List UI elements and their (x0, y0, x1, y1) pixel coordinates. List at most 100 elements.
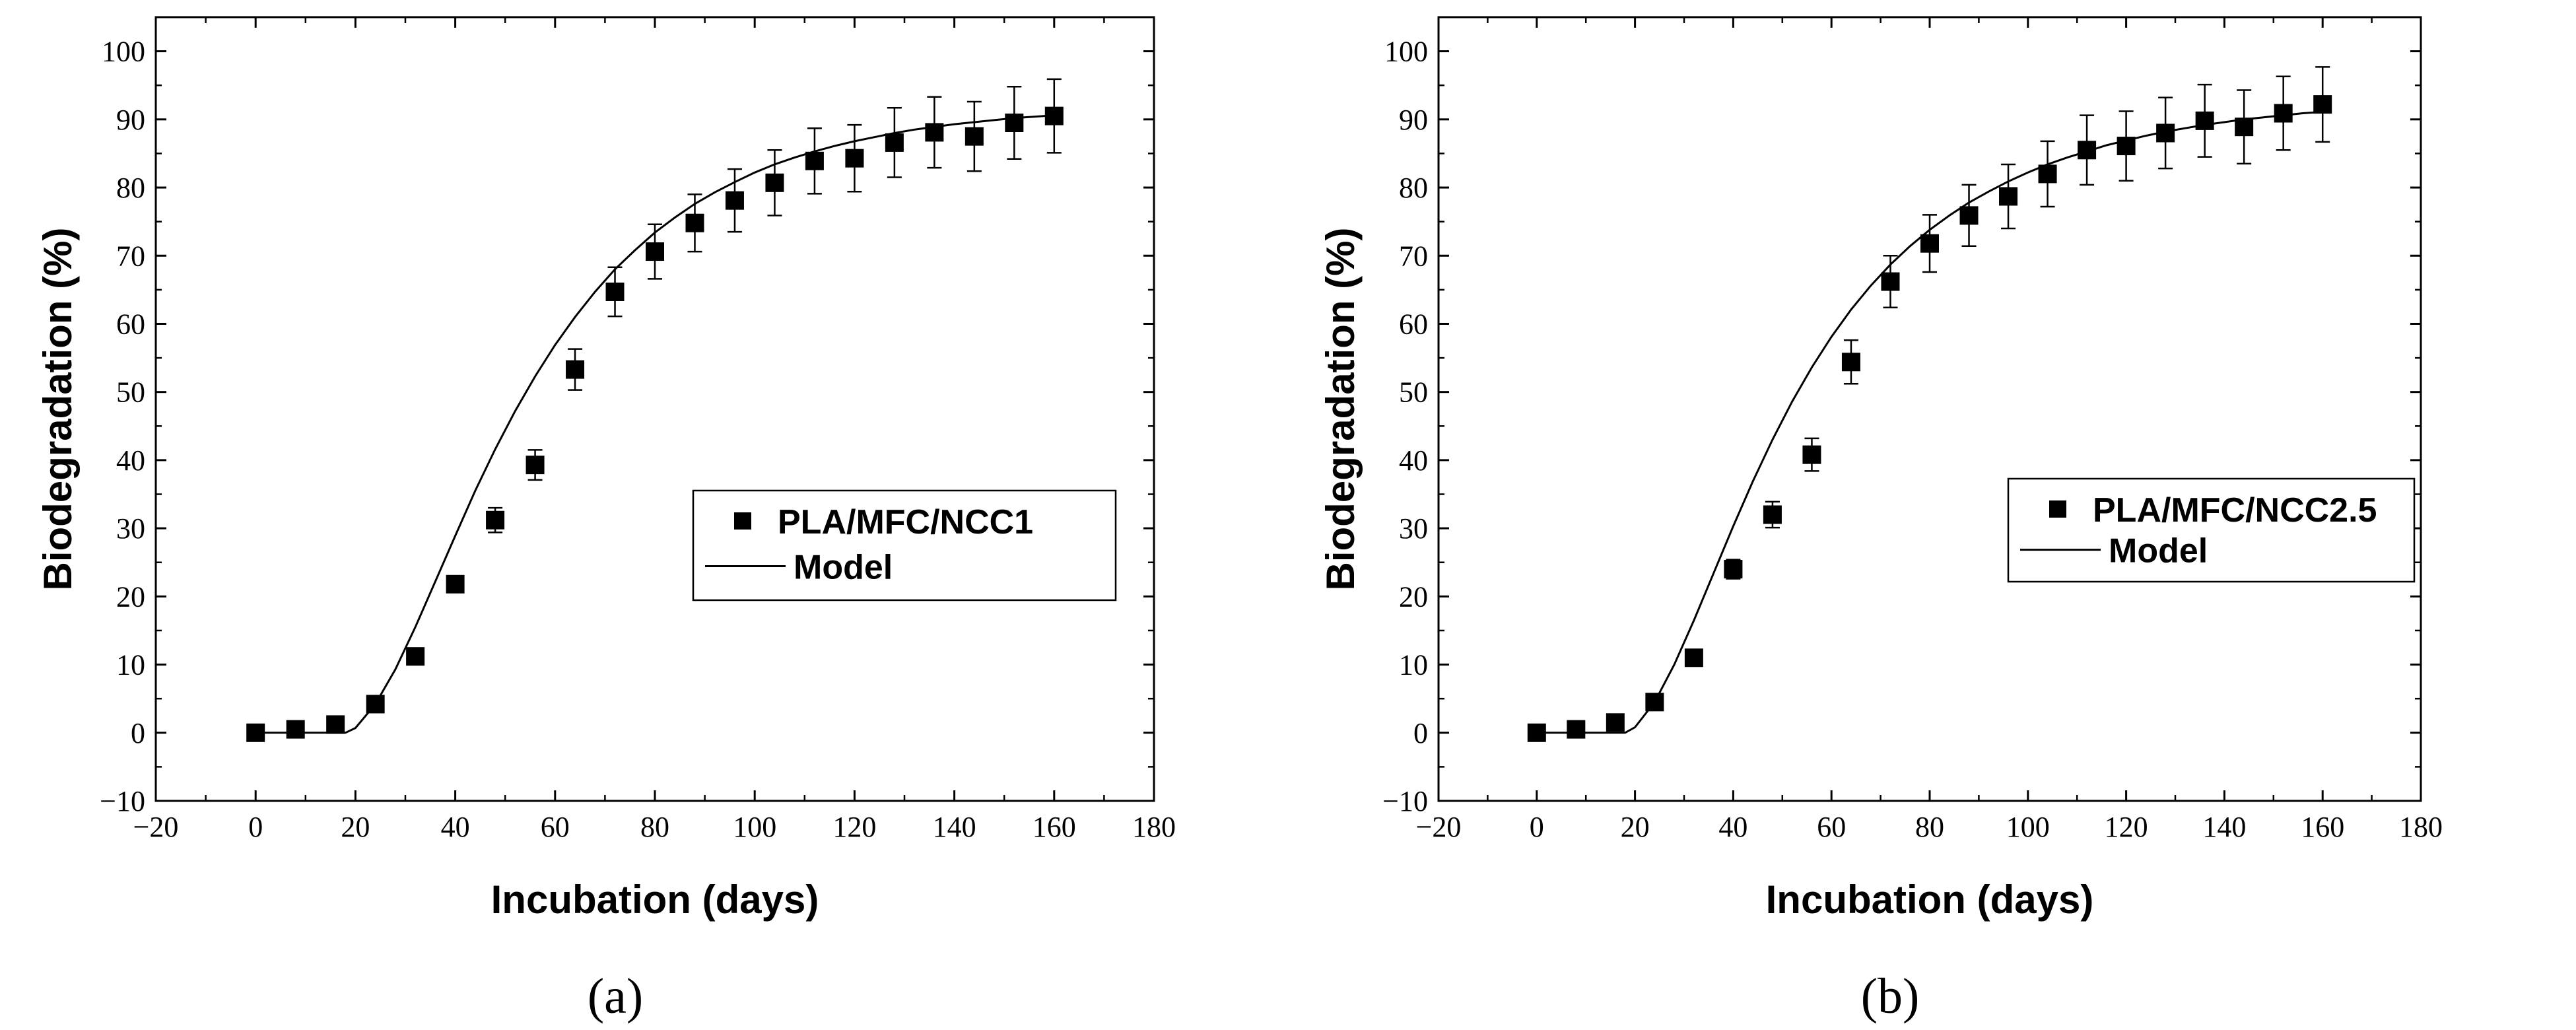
y-tick-label: 60 (116, 308, 145, 340)
chart-panel-a: −20 0 20 40 60 80 100 120 140 160 180 −10 0 10 20 30 40 5… (36, 16, 1176, 1024)
data-point (525, 456, 545, 475)
data-point (965, 127, 984, 146)
x-tick-label: 40 (441, 811, 470, 843)
data-point (925, 123, 944, 142)
y-tick-label: 30 (116, 512, 145, 545)
y-tick-label: 100 (102, 36, 145, 68)
x-tick-label: 40 (1718, 811, 1747, 843)
y-tick-label: 10 (116, 649, 145, 681)
legend-box (692, 489, 1117, 601)
y-tick-label: −10 (100, 785, 145, 817)
data-point (486, 510, 505, 530)
x-tick-label: 80 (640, 811, 669, 843)
data-point (2235, 118, 2254, 137)
y-axis-title: Biodegradation (%) (1318, 228, 1363, 591)
y-tick-label: 100 (1384, 36, 1428, 68)
data-point (1881, 272, 1900, 291)
data-point (2274, 104, 2293, 123)
legend-marker-square (2049, 500, 2066, 518)
data-point (1841, 353, 1860, 372)
data-point (2117, 137, 2136, 156)
data-point (1606, 713, 1625, 732)
data-point (246, 723, 265, 742)
data-point (2038, 164, 2057, 184)
legend-marker-square (734, 512, 751, 530)
y-tick-label: 40 (1399, 444, 1428, 477)
data-point (1527, 723, 1546, 742)
y-tick-label: −10 (1382, 785, 1428, 817)
y-tick-label: 10 (1399, 649, 1428, 681)
model-line (255, 114, 1054, 734)
x-tick-label: −20 (133, 811, 179, 843)
y-tick-label: 40 (116, 444, 145, 477)
x-tick-label: 80 (1915, 811, 1944, 843)
plot-frame (1437, 16, 2422, 802)
data-point (725, 191, 744, 210)
x-axis-title: Incubation (days) (491, 877, 819, 922)
y-tick-label: 50 (116, 376, 145, 409)
x-axis-title: Incubation (days) (1766, 877, 2094, 922)
data-point (1044, 106, 1064, 125)
data-point (406, 647, 425, 666)
data-point (366, 695, 385, 714)
data-point (1920, 234, 1939, 253)
data-point (566, 360, 585, 379)
y-tick-label: 70 (116, 240, 145, 272)
data-point (286, 720, 305, 739)
x-tick-label: 0 (248, 811, 263, 843)
data-point (885, 133, 904, 152)
x-tick-label: 100 (2006, 811, 2050, 843)
x-tick-label: 100 (733, 811, 776, 843)
chart-panel-b: −20 0 20 40 60 80 100 120 140 160 180 −10 0 10 20 30 40 5… (1288, 0, 2576, 1030)
data-point (2313, 95, 2332, 114)
data-point (326, 715, 345, 734)
y-tick-label: 80 (116, 172, 145, 204)
data-point (805, 151, 824, 170)
y-tick-label: 0 (131, 717, 145, 749)
data-point (2156, 123, 2175, 143)
y-tick-label: 70 (1399, 240, 1428, 272)
x-tick-label: −20 (1416, 811, 1462, 843)
legend-label-model: Model (2109, 532, 2208, 570)
panel-caption: (a) (588, 969, 643, 1024)
y-tick-label: 60 (1399, 308, 1428, 340)
data-point (765, 173, 784, 192)
data-point (1567, 720, 1586, 739)
chart-a-svg: −20 0 20 40 60 80 100 120 140 160 180 −10 0 10 20 30 40 5… (36, 16, 1176, 1024)
legend-label-series: PLA/MFC/NCC1 (778, 503, 1033, 541)
data-point (685, 213, 704, 232)
x-tick-label: 180 (2399, 811, 2443, 843)
data-point (1684, 648, 1703, 668)
x-tick-label: 140 (933, 811, 976, 843)
x-tick-label: 60 (1817, 811, 1846, 843)
model-line (1536, 111, 2323, 734)
y-tick-label: 90 (1399, 104, 1428, 136)
data-point (1999, 187, 2018, 206)
x-tick-label: 160 (2301, 811, 2344, 843)
legend-box (2007, 477, 2416, 583)
panel-caption: (b) (1861, 969, 1920, 1024)
data-point (1763, 505, 1782, 524)
y-tick-label: 0 (1413, 717, 1428, 749)
data-point (1005, 113, 1024, 132)
x-tick-label: 20 (341, 811, 370, 843)
y-tick-label: 30 (1399, 512, 1428, 545)
y-tick-label: 90 (116, 104, 145, 136)
x-tick-label: 20 (1621, 811, 1650, 843)
data-point (2195, 111, 2214, 130)
data-point (1724, 560, 1743, 579)
y-tick-label: 20 (116, 580, 145, 613)
y-tick-label: 50 (1399, 376, 1428, 409)
plot-frame (154, 16, 1155, 802)
x-tick-label: 140 (2202, 811, 2246, 843)
data-point (446, 574, 465, 594)
x-tick-label: 120 (832, 811, 876, 843)
x-tick-label: 180 (1132, 811, 1176, 843)
chart-b-svg: −20 0 20 40 60 80 100 120 140 160 180 −10 0 10 20 30 40 5… (1318, 16, 2443, 1024)
x-tick-label: 160 (1033, 811, 1076, 843)
data-point (1959, 206, 1979, 225)
data-point (1802, 445, 1821, 464)
x-tick-label: 60 (541, 811, 570, 843)
legend-label-series: PLA/MFC/NCC2.5 (2093, 491, 2377, 530)
data-point (1645, 693, 1664, 712)
